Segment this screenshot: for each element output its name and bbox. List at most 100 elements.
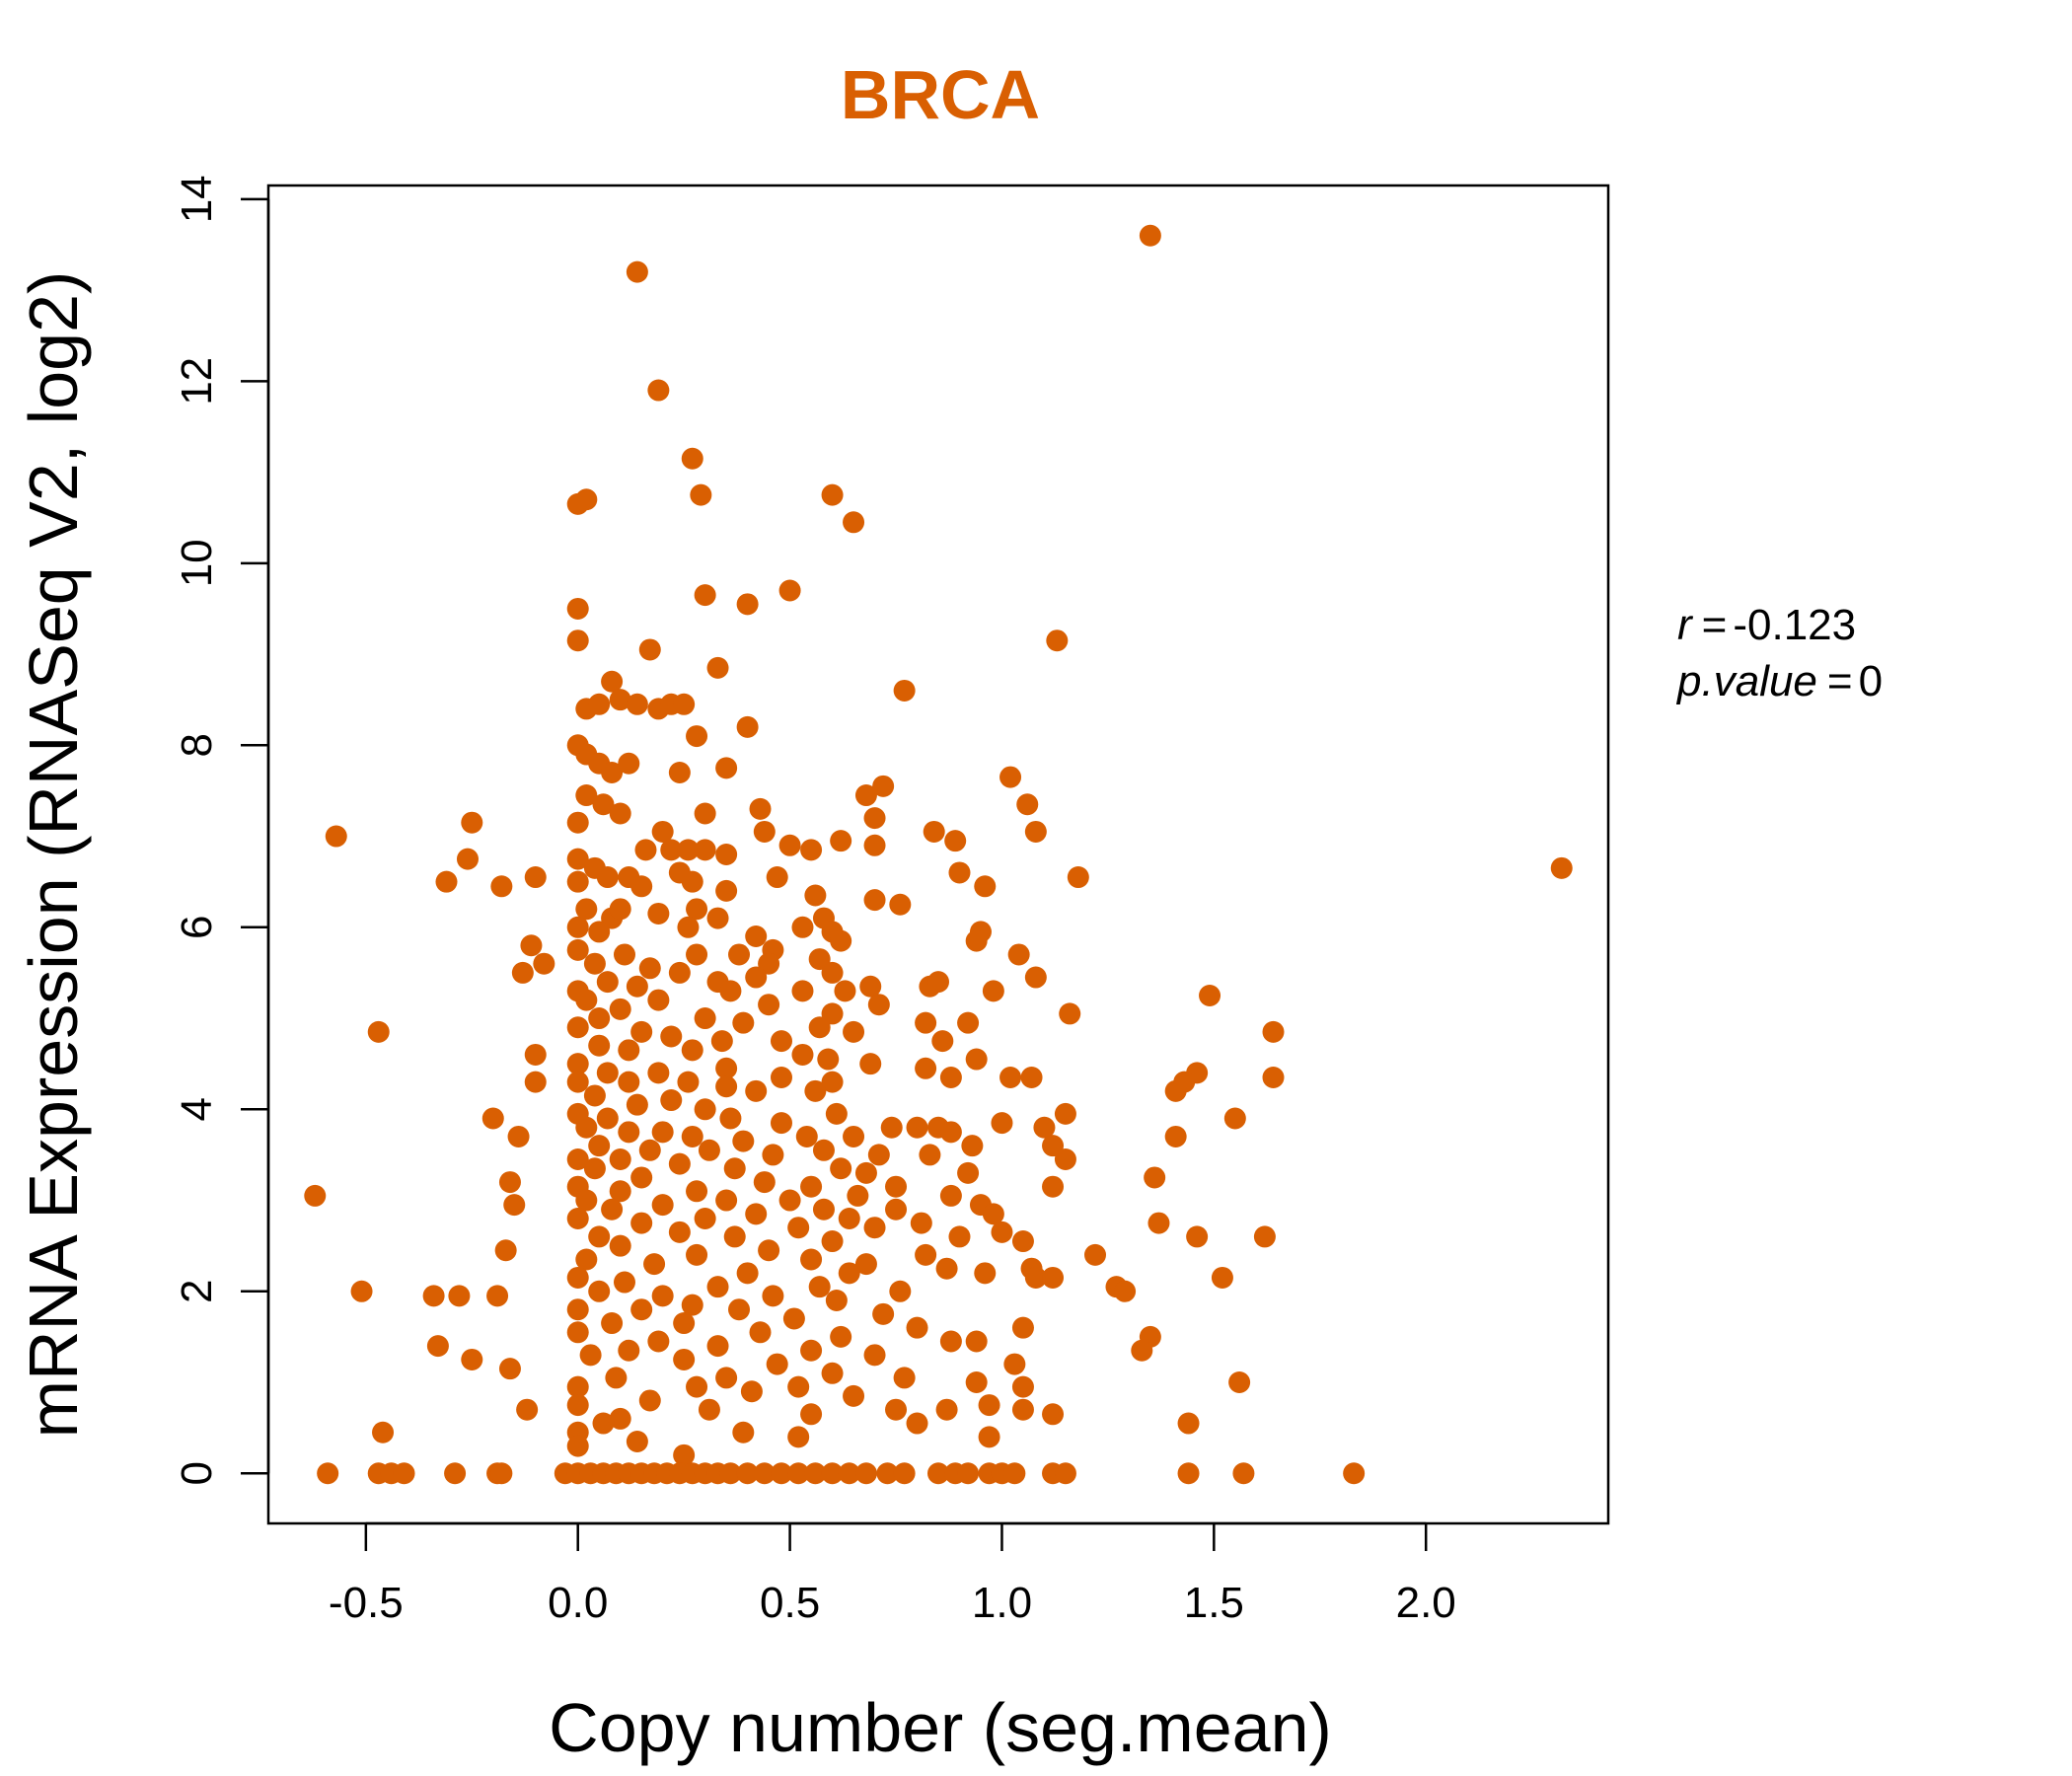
data-point [843, 1020, 865, 1043]
data-point [787, 1217, 810, 1239]
data-point [1011, 1230, 1034, 1253]
data-point [681, 1039, 703, 1062]
data-point [668, 1152, 691, 1175]
data-point [609, 802, 631, 825]
data-point [490, 1462, 513, 1485]
data-point [732, 1011, 755, 1034]
data-point [456, 848, 479, 870]
x-tick-label: 0.5 [760, 1579, 820, 1627]
data-point [677, 916, 700, 938]
data-point [800, 1339, 823, 1362]
data-point [838, 1462, 860, 1485]
data-point [503, 1194, 526, 1217]
data-point [588, 1135, 611, 1157]
data-point [613, 943, 635, 966]
data-point [1228, 1371, 1251, 1394]
data-point [1144, 1166, 1166, 1189]
data-point [876, 1462, 899, 1485]
data-point [974, 1262, 997, 1285]
data-point [596, 1107, 619, 1130]
data-point [863, 1217, 886, 1239]
data-point [821, 1002, 844, 1025]
data-point [1164, 1079, 1187, 1102]
data-point [618, 1121, 640, 1144]
y-tick-label: 2 [173, 1280, 221, 1303]
data-point [575, 784, 598, 807]
data-point [880, 1116, 903, 1139]
data-point [715, 1367, 738, 1389]
data-point [694, 584, 716, 607]
data-point [906, 1412, 928, 1435]
y-tick-label: 4 [173, 1097, 221, 1121]
data-point [982, 980, 1004, 1002]
data-point [618, 1071, 640, 1093]
data-point [893, 679, 916, 702]
data-point [915, 1057, 937, 1079]
data-point [736, 593, 759, 616]
data-point [647, 1062, 670, 1084]
data-point [795, 1125, 818, 1147]
data-point [991, 1221, 1013, 1243]
data-point [486, 1285, 509, 1307]
data-point [601, 1198, 624, 1221]
data-point [601, 670, 624, 693]
data-point [867, 1144, 890, 1166]
data-point [596, 866, 619, 889]
data-point [885, 1198, 908, 1221]
data-point [638, 1139, 661, 1161]
data-point [694, 1007, 716, 1030]
data-point [660, 1089, 683, 1112]
x-axis-label: Copy number (seg.mean) [549, 1689, 1332, 1766]
data-point [706, 1335, 729, 1358]
data-point [1042, 1135, 1065, 1157]
data-point [808, 948, 831, 971]
data-point [647, 902, 670, 925]
y-tick-label: 12 [173, 357, 221, 406]
data-point [372, 1421, 395, 1443]
data-point [766, 866, 788, 889]
data-point [804, 1079, 827, 1102]
data-point [566, 1321, 589, 1344]
data-point [1067, 866, 1089, 889]
data-point [668, 1221, 691, 1243]
data-point [533, 952, 555, 975]
data-point [825, 1290, 848, 1311]
data-point [626, 1430, 648, 1452]
data-point [885, 1175, 908, 1198]
data-point [1186, 1225, 1209, 1248]
data-point [843, 1384, 865, 1407]
data-point [626, 260, 648, 283]
data-point [609, 1234, 631, 1257]
data-point [791, 980, 814, 1002]
data-point [1131, 1339, 1153, 1362]
data-point [583, 1157, 606, 1180]
data-point [566, 1053, 589, 1075]
data-point [889, 1280, 912, 1302]
data-point [800, 1403, 823, 1426]
data-point [830, 1325, 852, 1348]
data-point [910, 1212, 932, 1234]
data-point [867, 994, 890, 1016]
data-point [1054, 1148, 1076, 1171]
data-point [673, 1443, 696, 1466]
r-value: -0.123 [1733, 601, 1856, 649]
data-point [660, 839, 683, 861]
data-point [1024, 1266, 1047, 1289]
x-tick-label: 2.0 [1396, 1579, 1456, 1627]
data-point [673, 1348, 696, 1370]
data-point [812, 1198, 835, 1221]
y-tick-label: 14 [173, 175, 221, 223]
data-point [808, 1276, 831, 1298]
data-point [915, 1011, 937, 1034]
data-point [686, 1375, 708, 1398]
data-point [588, 1007, 611, 1030]
data-point [800, 1175, 823, 1198]
data-point [588, 1034, 611, 1057]
data-point [978, 1426, 1000, 1448]
data-point [592, 1412, 615, 1435]
data-points [304, 224, 1573, 1485]
data-point [566, 938, 589, 961]
data-point [566, 1375, 589, 1398]
data-point [859, 1053, 882, 1075]
